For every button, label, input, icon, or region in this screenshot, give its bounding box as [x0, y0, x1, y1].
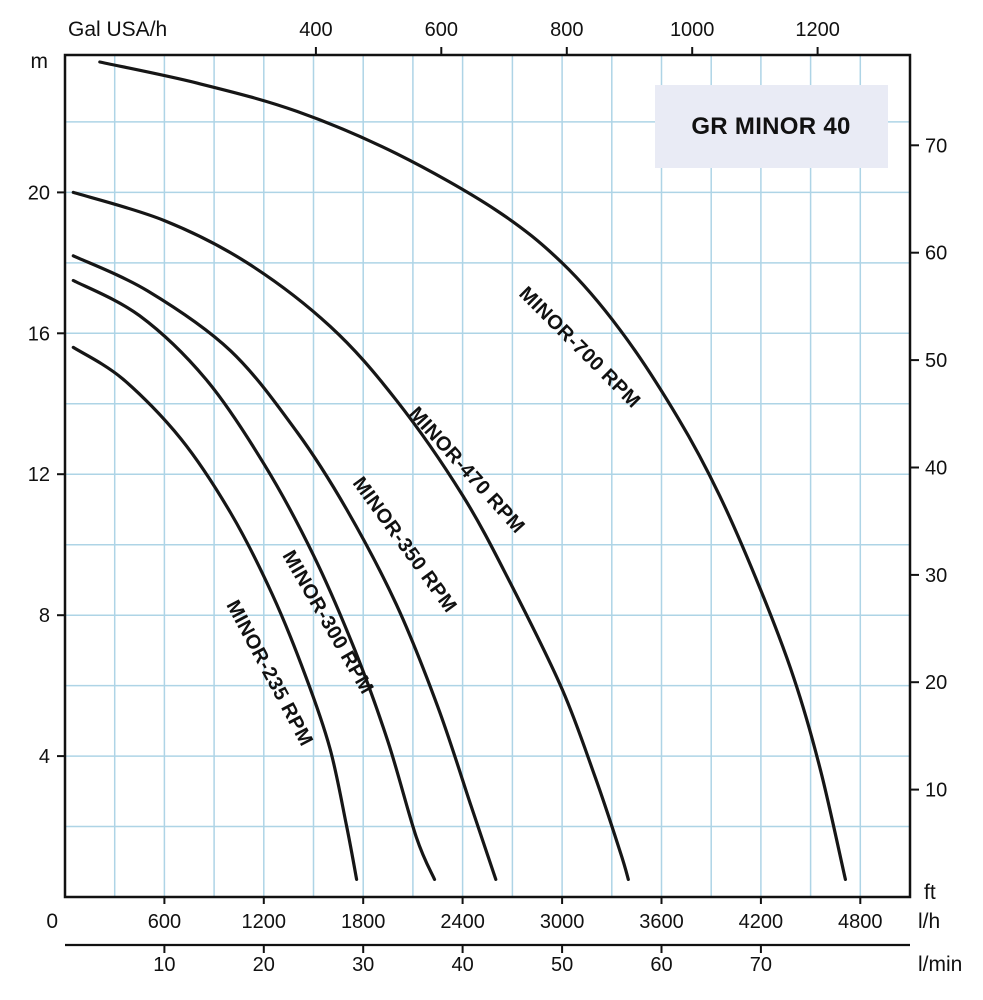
right-axis-tick-label: 20: [925, 672, 947, 694]
top-axis-tick-label: 1200: [795, 19, 840, 41]
right-axis-tick-label: 70: [925, 135, 947, 157]
bottom-axis-tick-label: 2400: [440, 911, 485, 933]
curve-minor-350-rpm: [71, 254, 498, 881]
lmin-axis-tick-label: 30: [352, 954, 374, 976]
bottom-axis-unit-label: l/h: [918, 910, 940, 933]
curve-minor-300-rpm: [71, 278, 437, 881]
axis-tick-labels: 400 600 800 1000 120020161284706050403020106…: [28, 19, 948, 976]
left-axis-tick-label: 12: [28, 464, 50, 486]
top-axis-tick-label: 400: [299, 19, 332, 41]
right-axis-tick-label: 60: [925, 243, 947, 265]
lmin-axis-unit-label: l/min: [918, 953, 962, 976]
title-box: GR MINOR 40: [655, 85, 888, 168]
left-axis-tick-label: 16: [28, 323, 50, 345]
bottom-axis-tick-label: 4200: [739, 911, 784, 933]
lmin-axis-tick-label: 10: [153, 954, 175, 976]
bottom-axis-tick-label: 1800: [341, 911, 386, 933]
bottom-axis-tick-label: 1200: [242, 911, 287, 933]
top-axis-unit-label: Gal USA/h: [68, 18, 167, 41]
bottom-axis-tick-label: 3600: [639, 911, 684, 933]
curve-minor-235-rpm: [71, 345, 359, 881]
top-axis-tick-label: 1000: [670, 19, 715, 41]
plot-border: [63, 53, 912, 899]
curve-minor-470-rpm: [71, 190, 630, 881]
left-axis-unit-label: m: [31, 50, 49, 73]
chart-title: GR MINOR 40: [691, 113, 850, 140]
bottom-axis-tick-label: 4800: [838, 911, 883, 933]
lmin-axis-tick-label: 40: [451, 954, 473, 976]
lmin-axis-tick-label: 70: [750, 954, 772, 976]
left-axis-tick-label: 8: [39, 605, 50, 627]
left-axis-tick-label: 4: [39, 746, 50, 768]
top-axis-tick-label: 600: [425, 19, 458, 41]
pump-curves: [71, 60, 847, 881]
bottom-axis-tick-label: 600: [148, 911, 181, 933]
left-axis-tick-label: 20: [28, 182, 50, 204]
right-axis-tick-label: 30: [925, 565, 947, 587]
curve-label-minor-470-rpm: MINOR-470 RPM: [404, 403, 529, 538]
top-axis-tick-label: 800: [550, 19, 583, 41]
curve-label-minor-700-rpm: MINOR-700 RPM: [514, 283, 644, 413]
right-axis-tick-label: 50: [925, 350, 947, 372]
lmin-axis-tick-label: 50: [551, 954, 573, 976]
lmin-axis-tick-label: 60: [650, 954, 672, 976]
right-axis-tick-label: 40: [925, 458, 947, 480]
right-axis-unit-label: ft: [924, 881, 936, 904]
curve-label-minor-235-rpm: MINOR-235 RPM: [222, 597, 317, 750]
axis-ticks: [57, 47, 919, 953]
bottom-axis-tick-label: 3000: [540, 911, 585, 933]
title-box-background: [655, 85, 888, 168]
right-axis-tick-label: 10: [925, 780, 947, 802]
origin-zero-label: 0: [46, 910, 58, 933]
curve-minor-700-rpm: [98, 60, 847, 881]
lmin-axis-tick-label: 20: [253, 954, 275, 976]
